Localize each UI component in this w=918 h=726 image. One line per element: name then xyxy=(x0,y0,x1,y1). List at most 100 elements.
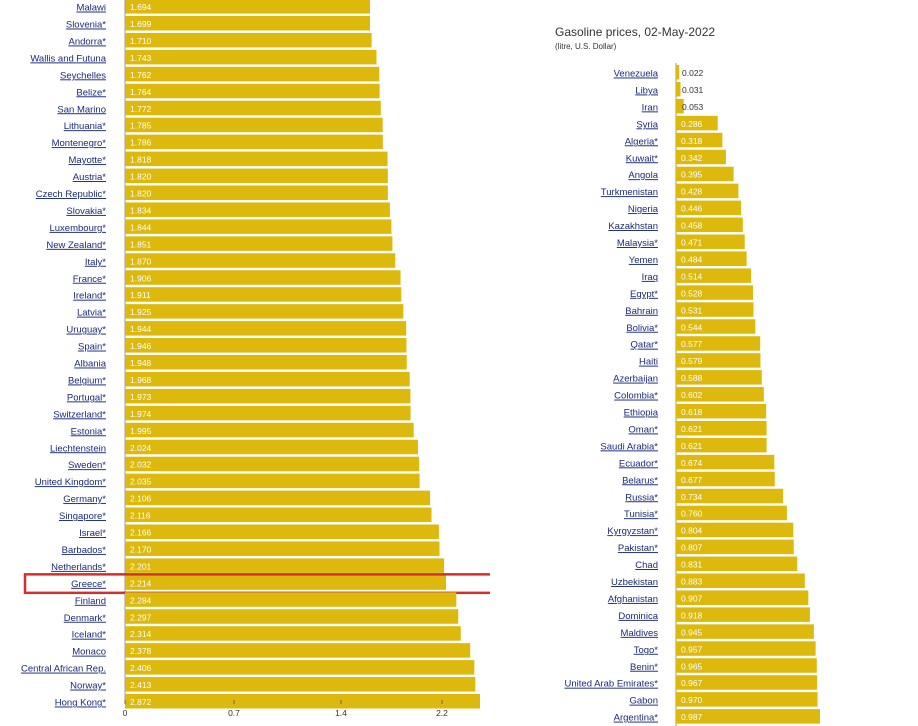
category-label: Singapore* xyxy=(59,511,106,522)
bar xyxy=(676,420,767,436)
bar xyxy=(676,404,767,419)
category-label: Albania xyxy=(74,359,106,370)
bar xyxy=(676,302,754,317)
value-label: 1.699 xyxy=(130,19,152,29)
value-label: 1.818 xyxy=(130,155,152,165)
value-label: 0.531 xyxy=(681,305,703,315)
category-label: Belarus* xyxy=(622,475,658,486)
category-label: Luxembourg* xyxy=(49,223,106,234)
bar xyxy=(125,83,380,99)
category-label: Portugal* xyxy=(67,392,106,403)
value-label: 0.577 xyxy=(681,339,703,349)
value-label: 0.602 xyxy=(681,390,703,400)
category-label: Denmark* xyxy=(64,613,107,624)
bar xyxy=(676,319,756,334)
category-label: Spain* xyxy=(78,342,106,353)
category-label: Barbados* xyxy=(62,545,107,556)
category-label: Tunisia* xyxy=(624,509,658,520)
bar xyxy=(125,151,388,167)
bar xyxy=(676,234,745,249)
bar xyxy=(125,338,407,353)
category-label: Qatar* xyxy=(631,340,659,351)
category-label: Egypt* xyxy=(630,289,658,300)
chart-title: Gasoline prices, 02-May-2022 xyxy=(555,25,716,39)
category-label: Norway* xyxy=(70,681,106,692)
bar xyxy=(125,643,471,658)
bar xyxy=(125,490,431,506)
value-label: 2.214 xyxy=(130,578,152,588)
bar xyxy=(125,524,439,539)
bar xyxy=(676,336,761,351)
value-label: 1.820 xyxy=(130,172,152,182)
category-label: Russia* xyxy=(625,492,658,503)
category-label: New Zealand* xyxy=(46,240,106,251)
value-label: 0.031 xyxy=(682,85,704,95)
category-label: Montenegro* xyxy=(52,138,107,149)
value-label: 0.677 xyxy=(681,475,703,485)
category-label: Uzbekistan xyxy=(611,577,658,588)
value-label: 0.544 xyxy=(681,322,703,332)
value-label: 1.906 xyxy=(130,273,152,283)
bar xyxy=(125,32,372,48)
bar xyxy=(125,558,445,573)
value-label: 0.286 xyxy=(681,119,703,129)
category-label: Czech Republic* xyxy=(36,189,107,200)
bar xyxy=(676,471,775,487)
category-label: Sweden* xyxy=(68,460,106,471)
bar xyxy=(125,355,407,370)
bar xyxy=(125,304,404,319)
category-label: Maldives xyxy=(621,628,659,639)
value-label: 1.762 xyxy=(130,70,152,80)
bar xyxy=(676,709,820,724)
bar xyxy=(125,100,381,116)
category-label: Ireland* xyxy=(73,291,106,302)
category-label: Belize* xyxy=(76,87,106,98)
category-label: Slovakia* xyxy=(66,206,106,217)
category-label: Mayotte* xyxy=(69,155,107,166)
value-label: 0.318 xyxy=(681,136,703,146)
bar xyxy=(125,592,457,607)
category-label: Ecuador* xyxy=(619,458,658,469)
category-label: Hong Kong* xyxy=(55,698,107,709)
value-label: 0.484 xyxy=(681,254,703,264)
category-label: Belgium* xyxy=(68,375,106,386)
bar xyxy=(676,573,805,588)
bar xyxy=(125,388,411,404)
value-label: 2.024 xyxy=(130,443,152,453)
bar xyxy=(676,132,723,148)
value-label: 1.974 xyxy=(130,409,152,419)
category-label: Finland xyxy=(75,596,106,607)
category-label: Malaysia* xyxy=(617,238,658,249)
x-tick-label: 0.7 xyxy=(228,708,240,718)
value-label: 1.911 xyxy=(130,290,151,300)
bar xyxy=(125,185,388,200)
category-label: Afghanistan xyxy=(608,594,658,605)
category-label: Dominica xyxy=(618,611,658,622)
bar xyxy=(125,270,401,285)
category-label: Uruguay* xyxy=(66,325,106,336)
value-label: 0.967 xyxy=(681,678,703,688)
value-label: 2.872 xyxy=(130,697,152,707)
value-label: 0.053 xyxy=(682,102,704,112)
category-label: Iran xyxy=(642,102,658,113)
value-label: 1.844 xyxy=(130,222,152,232)
category-label: Liechtenstein xyxy=(50,443,106,454)
category-label: Andorra* xyxy=(69,36,107,47)
category-label: Austria* xyxy=(73,172,107,183)
category-label: Kuwait* xyxy=(626,153,659,164)
value-label: 2.170 xyxy=(130,544,152,554)
value-label: 0.458 xyxy=(681,221,703,231)
bar xyxy=(125,236,393,251)
category-label: Azerbaijan xyxy=(613,374,658,385)
value-label: 2.284 xyxy=(130,595,152,605)
bar xyxy=(125,456,420,472)
x-tick-label: 2.2 xyxy=(436,708,448,718)
bar xyxy=(676,539,794,555)
category-label: Togo* xyxy=(634,645,659,656)
bar xyxy=(676,268,751,283)
value-label: 0.965 xyxy=(681,661,703,671)
value-label: 1.968 xyxy=(130,375,152,385)
value-label: 0.807 xyxy=(681,543,703,553)
category-label: Israel* xyxy=(79,528,106,539)
bar-partial xyxy=(125,0,370,14)
